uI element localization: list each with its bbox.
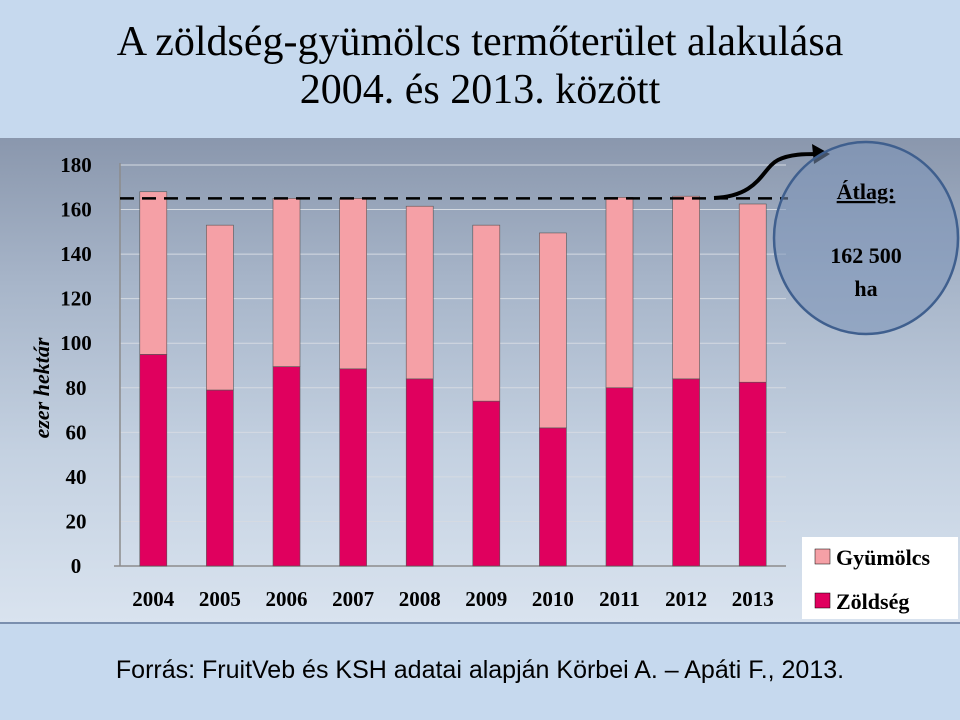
x-tick-label: 2011 <box>599 587 640 611</box>
y-tick-label: 140 <box>60 242 92 266</box>
y-tick-label: 100 <box>60 331 92 355</box>
x-tick-label: 2006 <box>266 587 308 611</box>
y-tick-labels: 0 20 40 60 80 100 120 140 160 180 <box>60 153 92 578</box>
bar-zoldseg-2013 <box>738 381 767 567</box>
bar-gyumolcs-2009 <box>472 224 501 402</box>
bar-zoldseg-2008 <box>405 378 434 567</box>
bar-gyumolcs-2013 <box>738 203 767 383</box>
y-tick-label: 40 <box>66 465 87 489</box>
bar-gyumolcs-2010 <box>539 232 567 429</box>
y-tick-label: 160 <box>60 198 92 222</box>
chart-panel: 0 20 40 60 80 100 120 140 160 180 2004 2005 2006 200… <box>0 138 960 622</box>
legend-swatch-gyumolcs <box>814 548 831 565</box>
bar-zoldseg-2012 <box>672 378 700 567</box>
y-axis-label: ezer hektár <box>29 337 54 438</box>
chart-title-line-2: 2004. és 2013. között <box>299 67 661 113</box>
x-tick-label: 2004 <box>132 587 175 611</box>
title-area: A zöldség-gyümölcs termőterület alakulás… <box>0 0 960 138</box>
source-note: Forrás: FruitVeb és KSH adatai alapján K… <box>115 656 845 684</box>
x-tick-label: 2010 <box>532 587 574 611</box>
bar-zoldseg-2005 <box>206 389 234 567</box>
y-tick-label: 180 <box>60 153 92 177</box>
bar-gyumolcs-2011 <box>605 197 634 389</box>
chart-title-line-1: A zöldség-gyümölcs termőterület alakulás… <box>116 19 844 65</box>
bar-gyumolcs-2008 <box>405 205 434 380</box>
y-tick-label: 80 <box>66 376 87 400</box>
y-tick-label: 0 <box>71 554 82 578</box>
average-callout-unit: ha <box>854 276 877 301</box>
footer-area: Forrás: FruitVeb és KSH adatai alapján K… <box>0 622 960 720</box>
legend-label-zoldseg: Zöldség <box>836 589 909 614</box>
average-arrow <box>713 152 819 200</box>
y-tick-label: 20 <box>66 509 87 533</box>
bar-zoldseg-2010 <box>539 427 567 567</box>
average-callout-value: 162 500 <box>830 243 902 268</box>
bar-zoldseg-2007 <box>339 368 367 567</box>
x-tick-label: 2009 <box>465 587 507 611</box>
x-tick-label: 2008 <box>399 587 441 611</box>
x-tick-label: 2013 <box>732 587 774 611</box>
bar-zoldseg-2011 <box>605 387 634 567</box>
average-callout-title: Átlag: <box>837 179 896 204</box>
x-tick-label: 2012 <box>665 587 707 611</box>
legend: Gyümölcs Zöldség <box>802 537 958 619</box>
bar-gyumolcs-2005 <box>206 224 234 391</box>
average-callout-circle <box>772 140 960 336</box>
x-tick-label: 2005 <box>199 587 241 611</box>
x-tick-labels: 2004 2005 2006 2007 2008 2009 2010 2011 2012 2013 <box>132 587 773 611</box>
legend-swatch-zoldseg <box>814 592 831 609</box>
legend-label-gyumolcs: Gyümölcs <box>836 545 931 570</box>
bar-gyumolcs-2007 <box>339 198 367 370</box>
x-tick-label: 2007 <box>332 587 374 611</box>
bar-gyumolcs-2006 <box>272 198 301 367</box>
bar-zoldseg-2009 <box>472 400 501 567</box>
bars <box>139 191 767 567</box>
y-tick-label: 60 <box>66 420 87 444</box>
bar-zoldseg-2006 <box>272 366 301 567</box>
bar-gyumolcs-2004 <box>139 191 168 355</box>
bar-gyumolcs-2012 <box>672 195 700 380</box>
bar-zoldseg-2004 <box>139 354 168 567</box>
y-tick-label: 120 <box>60 287 92 311</box>
